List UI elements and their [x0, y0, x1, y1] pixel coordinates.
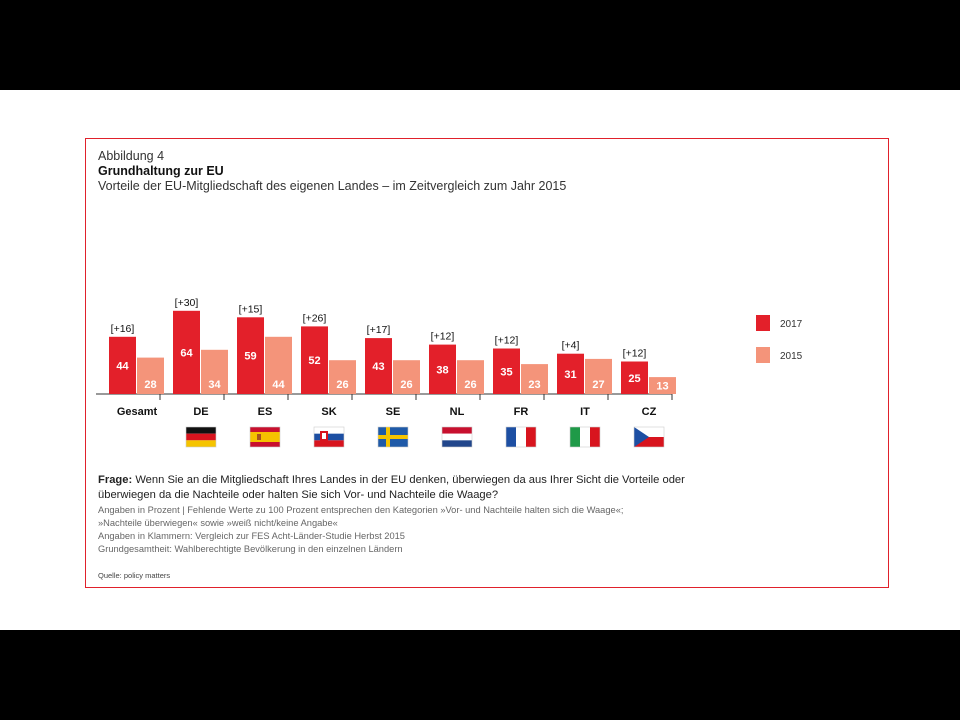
question-label: Frage:: [98, 474, 133, 486]
data-label-2015: 34: [208, 379, 221, 391]
notes-block: Angaben in Prozent | Fehlende Werte zu 1…: [98, 504, 718, 556]
data-label-2017: 52: [308, 355, 320, 367]
category-label: SE: [386, 406, 401, 418]
bar-2017: [365, 338, 392, 394]
note-line: Angaben in Prozent | Fehlende Werte zu 1…: [98, 505, 624, 515]
chart-title: Grundhaltung zur EU: [98, 164, 224, 178]
bar-2017: [109, 336, 136, 394]
category-label: SK: [321, 406, 336, 418]
bar-2015: [585, 358, 612, 394]
data-label-2015: 26: [400, 379, 412, 391]
data-label-2017: 64: [180, 347, 193, 359]
bar-2015: [393, 360, 420, 394]
category-label: FR: [514, 406, 529, 418]
bar-2017: [621, 361, 648, 394]
data-label-2015: 23: [528, 379, 540, 391]
change-annotation: [+16]: [111, 323, 135, 335]
note-line: Angaben in Klammern: Vergleich zur FES A…: [98, 531, 405, 541]
note-line: »Nachteile überwiegen« sowie »weiß nicht…: [98, 518, 338, 528]
data-label-2015: 26: [464, 379, 476, 391]
legend-label-2015: 2015: [780, 351, 803, 362]
question-block: Frage: Wenn Sie an die Mitgliedschaft Ih…: [98, 473, 698, 502]
chart-subtitle: Vorteile der EU-Mitgliedschaft des eigen…: [98, 179, 567, 193]
es-flag-icon: [249, 426, 281, 448]
data-label-2017: 31: [564, 369, 576, 381]
category-label: CZ: [642, 406, 657, 418]
bar-2017: [237, 317, 264, 394]
note-line: Grundgesamtheit: Wahlberechtigte Bevölke…: [98, 544, 403, 554]
source-note: Quelle: policy matters: [98, 571, 171, 580]
data-label-2015: 27: [592, 379, 604, 391]
change-annotation: [+12]: [495, 335, 519, 347]
figure-frame: Abbildung 4 Grundhaltung zur EU Vorteile…: [85, 138, 889, 588]
nl-flag-icon: [441, 426, 473, 448]
bar-chart: 44 28 [+16] Gesamt 64 34 [+30] DE 59 44 [+15] ES 52 2…: [96, 297, 803, 448]
data-label-2015: 44: [272, 379, 285, 391]
data-label-2017: 44: [116, 360, 129, 372]
de-flag-icon: [185, 426, 217, 448]
data-label-2015: 13: [656, 381, 668, 393]
it-flag-icon: [569, 426, 601, 448]
data-label-2015: 26: [336, 379, 348, 391]
sk-flag-icon: [313, 426, 345, 448]
change-annotation: [+12]: [623, 348, 647, 360]
category-label: DE: [193, 406, 208, 418]
bar-2015: [265, 336, 292, 394]
se-flag-icon: [377, 426, 409, 448]
bar-2017: [429, 344, 456, 394]
change-annotation: [+15]: [239, 303, 263, 315]
bar-2015: [201, 349, 228, 394]
change-annotation: [+4]: [562, 340, 580, 352]
bar-2015: [521, 364, 548, 394]
bar-2015: [649, 377, 676, 394]
data-label-2015: 28: [144, 379, 156, 391]
data-label-2017: 25: [628, 373, 640, 385]
legend-swatch-2017: [756, 315, 770, 331]
bar-2017: [493, 348, 520, 394]
category-label: NL: [450, 406, 465, 418]
data-label-2017: 43: [372, 361, 384, 373]
bar-2015: [457, 360, 484, 394]
change-annotation: [+12]: [431, 331, 455, 343]
data-label-2017: 35: [500, 366, 512, 378]
bar-2017: [557, 353, 584, 394]
bar-2017: [301, 326, 328, 394]
category-label: ES: [258, 406, 273, 418]
cz-flag-icon: [633, 426, 665, 448]
legend-swatch-2015: [756, 347, 770, 363]
change-annotation: [+17]: [367, 324, 391, 336]
data-label-2017: 59: [244, 351, 256, 363]
bar-2015: [137, 357, 164, 394]
bar-2017: [173, 310, 200, 394]
bar-2015: [329, 360, 356, 394]
legend-label-2017: 2017: [780, 319, 803, 330]
change-annotation: [+26]: [303, 312, 327, 324]
fr-flag-icon: [505, 426, 537, 448]
category-label: IT: [580, 406, 590, 418]
data-label-2017: 38: [436, 364, 448, 376]
change-annotation: [+30]: [175, 297, 199, 309]
question-text: Wenn Sie an die Mitgliedschaft Ihres Lan…: [98, 474, 685, 501]
category-label: Gesamt: [117, 406, 158, 418]
figure-label: Abbildung 4: [98, 149, 165, 163]
